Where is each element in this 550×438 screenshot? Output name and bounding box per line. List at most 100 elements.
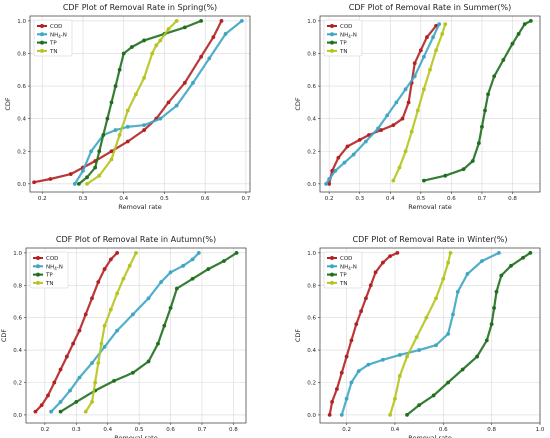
data-point (431, 393, 436, 398)
data-point (417, 403, 422, 408)
data-point (130, 312, 135, 317)
data-point (46, 393, 50, 398)
data-point (117, 67, 122, 72)
data-point (349, 338, 354, 343)
legend-label-tn: TN (339, 281, 347, 287)
y-axis-label: CDF (294, 329, 302, 343)
y-tick-label: 0.2 (307, 149, 316, 155)
data-point (93, 165, 98, 170)
data-point (168, 270, 173, 275)
legend-label-cod: COD (50, 24, 62, 30)
data-point (414, 335, 419, 340)
x-tick-label: 0.2 (40, 427, 49, 433)
data-point (113, 84, 118, 88)
data-point (510, 41, 515, 46)
y-tick-label: 1.0 (307, 251, 316, 257)
x-axis-label: Removal rate (408, 203, 451, 211)
data-point (81, 168, 85, 173)
data-point (115, 291, 120, 296)
series-line (33, 20, 223, 184)
data-point (441, 276, 446, 281)
data-point (174, 18, 179, 23)
x-tick-label: 0.3 (79, 196, 88, 202)
series-line (389, 252, 452, 416)
data-point (356, 369, 361, 374)
legend-box (33, 19, 73, 57)
series-nh4n (72, 18, 244, 186)
data-point (108, 257, 113, 262)
legend-swatch-marker (330, 32, 334, 37)
y-tick-label: 0.2 (307, 380, 316, 386)
series-line (50, 252, 200, 413)
data-point (142, 76, 146, 80)
data-point (395, 250, 400, 255)
x-tick-label: 1.0 (536, 427, 545, 433)
legend-label-tp: TP (339, 273, 347, 279)
data-point (344, 354, 349, 359)
data-point (158, 116, 163, 121)
legend-label-tn: TN (49, 49, 57, 55)
data-point (33, 409, 38, 414)
series-tp (421, 18, 533, 183)
data-point (345, 144, 350, 149)
data-point (223, 32, 228, 36)
data-point (115, 328, 120, 333)
data-point (521, 255, 525, 260)
data-point (127, 263, 132, 268)
y-tick-label: 0.8 (17, 51, 26, 57)
data-point (105, 116, 110, 121)
data-point (528, 18, 533, 23)
series-line (328, 251, 398, 416)
x-tick-label: 0.6 (439, 427, 448, 433)
axes-frame (29, 15, 251, 193)
x-tick-label: 0.4 (386, 196, 395, 202)
data-point (96, 280, 101, 284)
data-point (336, 155, 341, 160)
legend-swatch-marker (40, 40, 44, 45)
data-point (431, 35, 435, 40)
data-point (83, 312, 88, 317)
data-point (446, 260, 451, 265)
data-point (97, 149, 102, 154)
legend-label-tn: TN (45, 281, 53, 287)
series-nh4n (324, 22, 442, 186)
data-point (421, 54, 426, 59)
y-tick-label: 0.6 (17, 84, 26, 90)
data-point (376, 126, 380, 131)
data-point (174, 103, 179, 108)
legend-swatch-marker (40, 32, 44, 37)
x-axis-label: Removal rate (408, 434, 451, 438)
series-tp (405, 250, 533, 417)
data-point (97, 173, 102, 178)
data-point (357, 137, 362, 142)
data-point (406, 100, 411, 105)
x-tick-label: 0.2 (342, 427, 351, 433)
data-point (393, 396, 397, 401)
data-point (434, 296, 438, 301)
data-point (115, 250, 120, 255)
x-tick-label: 0.6 (166, 427, 175, 433)
data-point (465, 272, 470, 276)
data-point (85, 175, 89, 180)
y-tick-label: 0.4 (17, 117, 26, 123)
data-point (142, 123, 146, 128)
chart-panel-2: 0.2 0.3 0.4 0.5 0.6 0.7 0.8 0.0 0.2 0.4 0.6 0.8 1.0 C… (294, 3, 541, 211)
data-point (71, 341, 76, 346)
legend-swatch-marker (330, 280, 334, 285)
data-point (330, 400, 334, 404)
data-point (380, 260, 385, 265)
series-line (34, 252, 118, 413)
data-point (400, 116, 405, 121)
data-point (112, 378, 116, 383)
data-point (121, 276, 126, 281)
data-point (324, 181, 329, 186)
data-point (32, 180, 36, 185)
series-tn (388, 250, 453, 417)
legend-swatch-marker (36, 256, 40, 260)
data-point (239, 18, 244, 23)
legend-label-tp: TP (49, 41, 57, 47)
data-point (425, 35, 429, 40)
x-tick-label: 0.7 (198, 427, 207, 433)
data-point (497, 250, 501, 255)
data-point (142, 128, 146, 132)
